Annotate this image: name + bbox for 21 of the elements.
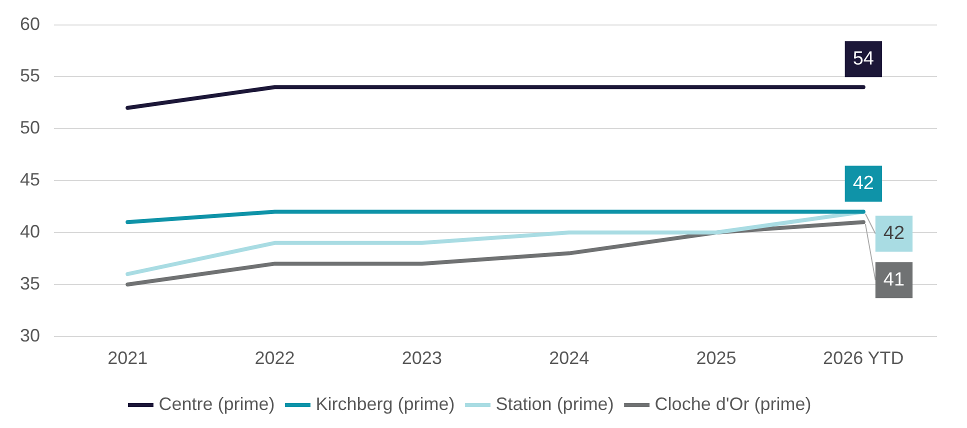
legend-label: Station (prime) bbox=[496, 394, 614, 414]
x-tick-label: 2026 YTD bbox=[823, 348, 904, 368]
data-label: 54 bbox=[852, 48, 874, 70]
y-tick-label: 35 bbox=[20, 273, 40, 294]
legend-label: Cloche d'Or (prime) bbox=[654, 394, 812, 414]
y-tick-label: 55 bbox=[20, 66, 40, 86]
y-tick-label: 50 bbox=[20, 118, 40, 138]
legend-label: Kirchberg (prime) bbox=[316, 394, 455, 414]
data-label: 42 bbox=[883, 222, 905, 244]
x-tick-label: 2024 bbox=[549, 348, 590, 368]
x-tick-label: 2021 bbox=[108, 348, 148, 368]
legend-label: Centre (prime) bbox=[158, 394, 275, 414]
y-tick-label: 40 bbox=[20, 222, 40, 242]
data-label: 41 bbox=[883, 269, 905, 290]
x-tick-label: 2022 bbox=[254, 348, 295, 368]
y-tick-label: 30 bbox=[20, 325, 40, 346]
x-tick-label: 2023 bbox=[402, 348, 442, 368]
y-tick-label: 45 bbox=[20, 170, 40, 190]
y-tick-label: 60 bbox=[20, 14, 40, 34]
x-tick-label: 2025 bbox=[696, 348, 736, 368]
data-label: 42 bbox=[852, 172, 874, 194]
